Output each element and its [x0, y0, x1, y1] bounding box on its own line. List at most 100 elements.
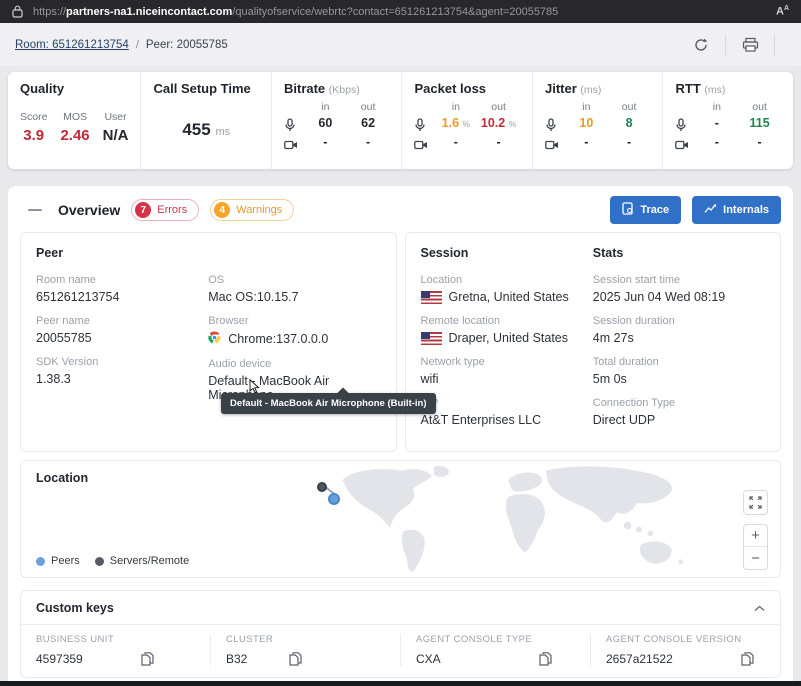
location-card-title: Location [36, 471, 89, 485]
in-label: in [712, 101, 721, 113]
in-label: in [321, 101, 330, 113]
total-duration-value: 5m 0s [592, 372, 627, 386]
location-value: Gretna, United States [420, 290, 593, 304]
peers-dot-icon [36, 556, 45, 566]
packet-loss-title: Packet loss [414, 81, 487, 96]
peer-map-marker[interactable] [328, 493, 340, 505]
zoom-in-button[interactable]: + [744, 525, 767, 547]
internals-button[interactable]: Internals [692, 196, 781, 224]
us-flag-icon [420, 290, 442, 304]
jitter-video-out: - [627, 135, 632, 149]
peer-card-title: Peer [36, 246, 64, 260]
user-value: N/A [102, 127, 129, 144]
in-label: in [582, 101, 591, 113]
copy-icon[interactable] [141, 651, 154, 666]
out-label: out [752, 101, 767, 113]
quality-title: Quality [20, 81, 65, 96]
connection-type-value: Direct UDP [592, 413, 656, 427]
peer-card: Peer Room name 651261213754 Peer name 2005… [20, 232, 436, 452]
warnings-label: Warnings [236, 204, 283, 216]
trace-icon [622, 202, 634, 218]
network-type-value: wifi [420, 372, 439, 386]
url-text[interactable]: https://partners-na1.niceincontact.com/q… [33, 5, 559, 18]
internals-chart-icon [704, 203, 717, 217]
in-label: in [451, 101, 460, 113]
world-map[interactable] [283, 463, 731, 577]
remote-location-label: Remote location [420, 315, 501, 327]
bitrate-video-out: - [366, 135, 371, 149]
session-start-label: Session start time [592, 274, 681, 286]
out-label: out [360, 101, 376, 113]
mos-value: 2.46 [60, 127, 90, 144]
map-zoom-control: + − [743, 524, 768, 570]
collapse-icon[interactable] [28, 209, 42, 211]
session-title: Session [420, 246, 469, 260]
bitrate-audio-out: 62 [361, 116, 376, 130]
errors-count: 7 [135, 202, 152, 218]
session-duration-label: Session duration [592, 315, 675, 327]
browser-label: Browser [208, 315, 249, 327]
packet-loss-video-in: - [453, 135, 458, 149]
breadcrumb: Room: 651261213754 / Peer: 20055785 [0, 23, 801, 66]
lock-icon [12, 5, 23, 18]
errors-badge[interactable]: 7 Errors [131, 199, 200, 221]
packet-loss-audio-in: 1.6 % [441, 116, 471, 130]
text-size-icon[interactable]: AA [775, 5, 789, 18]
score-value: 3.9 [23, 127, 45, 144]
session-duration-value: 4m 27s [592, 331, 634, 345]
jitter-audio-out: 8 [625, 116, 633, 130]
location-card: Location Peers Servers/Remo [20, 460, 781, 578]
custom-key-agent-console-version: AGENT CONSOLE VERSION 2657a21522 [591, 634, 780, 666]
refresh-button[interactable] [688, 32, 714, 58]
rtt-audio-out: 115 [749, 116, 770, 130]
business-unit-value: 4597359 [36, 651, 83, 666]
sdk-version-value: 1.38.3 [36, 372, 71, 386]
zoom-out-button[interactable]: − [751, 549, 760, 567]
breadcrumb-peer: Peer: 20055785 [145, 38, 228, 51]
metric-bitrate: Bitrate (Kbps) in out 60 62 - - [272, 72, 403, 169]
browser-url-bar: https://partners-na1.niceincontact.com/q… [0, 0, 801, 23]
copy-icon[interactable] [539, 651, 552, 666]
out-label: out [491, 101, 506, 113]
warnings-count: 4 [214, 202, 231, 218]
bitrate-title: Bitrate (Kbps) [283, 81, 360, 96]
video-camera-icon [675, 135, 695, 154]
trace-button[interactable]: Trace [610, 196, 682, 224]
peer-name-label: Peer name [36, 315, 90, 327]
copy-icon[interactable] [289, 651, 302, 666]
map-fullscreen-button[interactable] [743, 490, 768, 515]
jitter-title: Jitter (ms) [544, 81, 602, 96]
copy-icon[interactable] [741, 651, 754, 666]
packet-loss-video-out: - [496, 135, 501, 149]
jitter-video-in: - [584, 135, 589, 149]
microphone-icon [545, 116, 565, 135]
stats-title: Stats [592, 246, 624, 260]
metric-packet-loss: Packet loss in out 1.6 % 10.2 % - - [402, 72, 533, 169]
room-name-label: Room name [36, 274, 96, 286]
breadcrumb-separator: / [135, 38, 139, 51]
agent-console-version-value: 2657a21522 [606, 651, 673, 666]
server-map-marker[interactable] [317, 482, 327, 492]
location-label: Location [420, 274, 463, 286]
warnings-badge[interactable]: 4 Warnings [210, 199, 295, 221]
divider [774, 33, 775, 56]
rtt-video-out: - [757, 135, 762, 149]
chevron-up-icon[interactable] [754, 605, 765, 612]
mos-label: MOS [63, 111, 87, 123]
metrics-summary-card: Quality Score 3.9 MOS 2.46 User N/A Call Se… [8, 72, 793, 169]
user-label: User [104, 111, 127, 123]
custom-key-agent-console-type: AGENT CONSOLE TYPE CXA [401, 634, 591, 666]
browser-value: Chrome:137.0.0.0 [208, 331, 380, 347]
breadcrumb-room-link[interactable]: Room: 651261213754 [15, 38, 129, 51]
print-button[interactable] [737, 32, 763, 58]
rtt-title: RTT (ms) [675, 81, 726, 96]
errors-label: Errors [157, 204, 188, 216]
jitter-audio-in: 10 [579, 116, 594, 130]
isp-value: At&T Enterprises LLC [420, 413, 542, 427]
video-camera-icon [284, 135, 304, 154]
custom-keys-card: Custom keys BUSINESS UNIT 4597359 CLUSTE… [20, 590, 781, 678]
sdk-version-label: SDK Version [36, 356, 99, 368]
network-type-label: Network type [420, 356, 485, 368]
overview-panel: Overview 7 Errors 4 Warnings Trace Inter… [8, 186, 793, 681]
score-label: Score [20, 111, 48, 123]
